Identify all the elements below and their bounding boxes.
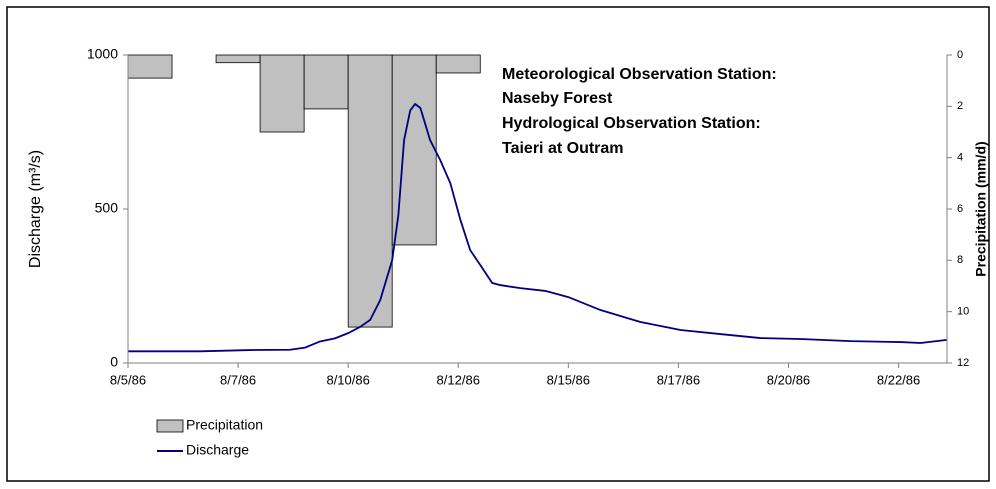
y2-tick-label: 4 <box>957 152 963 164</box>
y2-tick-label: 8 <box>957 254 963 266</box>
frame <box>6 6 990 482</box>
x-tick-label: 8/10/86 <box>326 372 369 387</box>
precipitation-bar <box>127 54 173 79</box>
y-tick-label: 500 <box>95 200 119 216</box>
x-tick-label: 8/20/86 <box>767 372 810 387</box>
precipitation-bar <box>435 54 481 74</box>
discharge-line <box>128 102 948 353</box>
precipitation-bar <box>303 54 349 110</box>
y2-tick-label: 0 <box>957 49 963 61</box>
legend-label: Precipitation <box>186 417 263 433</box>
y2-tick-label: 6 <box>957 203 963 215</box>
annotation: Naseby Forest <box>502 90 613 107</box>
precipitation-bar <box>347 54 393 328</box>
precipitation-bar <box>259 54 305 133</box>
y2-tick-label: 10 <box>957 306 969 318</box>
legend-label: Discharge <box>186 442 249 458</box>
x-tick-label: 8/17/86 <box>657 372 700 387</box>
x-tick-label: 8/22/86 <box>877 372 920 387</box>
x-tick-label: 8/5/86 <box>110 372 146 387</box>
y2-axis-label: Precipitation (mm/d) <box>973 141 989 276</box>
precipitation-bar <box>215 54 261 64</box>
y-tick-label: 1000 <box>87 46 118 62</box>
y-tick-label: 0 <box>110 354 118 370</box>
precipitation-bar <box>391 54 437 246</box>
legend-swatch <box>156 419 184 433</box>
annotation: Meteorological Observation Station: <box>502 66 777 83</box>
x-tick-label: 8/15/86 <box>547 372 590 387</box>
y2-tick-label: 12 <box>957 357 969 369</box>
y-axis-label: Discharge (m³/s) <box>27 150 44 268</box>
y2-tick-label: 2 <box>957 100 963 112</box>
x-tick-label: 8/7/86 <box>220 372 256 387</box>
annotation: Taieri at Outram <box>502 140 624 157</box>
x-tick-label: 8/12/86 <box>437 372 480 387</box>
annotation: Hydrological Observation Station: <box>502 115 761 132</box>
